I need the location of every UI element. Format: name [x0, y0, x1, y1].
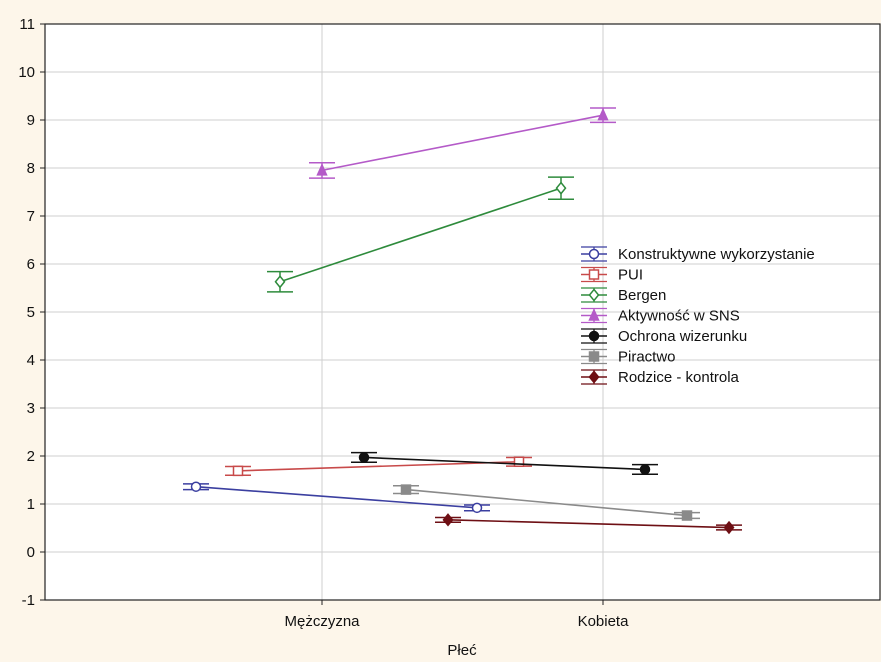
series-0	[183, 481, 490, 514]
y-tick-label: 3	[27, 400, 35, 417]
plot-frame	[44, 23, 881, 601]
data-point	[597, 107, 609, 121]
series-5	[393, 484, 700, 521]
series-line	[279, 187, 562, 283]
legend-label: Bergen	[618, 287, 666, 304]
series-line	[363, 456, 646, 471]
legend-label: PUI	[618, 267, 643, 284]
series-line	[321, 114, 604, 172]
legend-item: Ochrona wizerunku	[581, 328, 747, 345]
y-tick-label: 7	[27, 208, 35, 225]
legend-item: Konstruktywne wykorzystanie	[581, 246, 815, 263]
y-tick-label: 1	[27, 496, 35, 513]
data-point	[471, 502, 483, 514]
x-tick-label: Kobieta	[578, 613, 630, 630]
y-tick-label: 0	[27, 544, 35, 561]
data-point	[513, 456, 525, 468]
y-tick-label: 4	[27, 352, 35, 369]
x-axis-title: Płeć	[447, 642, 477, 659]
y-tick-labels: -1 0 1 2 3 4 5 6 7 8 9 10 11	[18, 16, 35, 609]
data-point	[400, 484, 412, 495]
series-3	[309, 107, 616, 179]
data-point	[723, 520, 735, 535]
data-point	[316, 163, 328, 176]
series-layer	[183, 107, 742, 535]
data-point	[358, 452, 370, 463]
y-tick-label: 6	[27, 256, 35, 273]
legend-item: Bergen	[581, 287, 666, 304]
y-tick-label: 8	[27, 160, 35, 177]
legend-marker	[588, 330, 600, 342]
legend-marker	[588, 248, 600, 260]
legend-label: Piractwo	[618, 349, 676, 366]
data-point	[639, 464, 651, 475]
y-tick-label: 2	[27, 448, 35, 465]
series-6	[435, 513, 742, 535]
series-1	[225, 456, 532, 477]
series-4	[351, 451, 658, 475]
series-line	[447, 519, 730, 529]
legend-item: PUI	[581, 267, 643, 284]
series-line	[237, 460, 520, 472]
series-line	[195, 485, 478, 509]
y-tick-label: 10	[18, 64, 35, 81]
legend-marker	[588, 370, 600, 384]
legend-marker	[588, 269, 600, 280]
series-line	[405, 488, 688, 517]
legend-marker	[588, 288, 600, 302]
legend-label: Rodzice - kontrola	[618, 369, 740, 386]
y-tick-label: 9	[27, 112, 35, 129]
data-point	[442, 513, 454, 527]
data-point	[681, 510, 693, 521]
legend: Konstruktywne wykorzystanie PUI Bergen Akty…	[581, 246, 815, 386]
legend-label: Aktywność w SNS	[618, 308, 740, 325]
data-point	[232, 465, 244, 477]
y-tick-label: 11	[19, 16, 35, 33]
series-2	[267, 176, 574, 293]
legend-marker	[588, 351, 600, 362]
legend-item: Piractwo	[581, 349, 676, 366]
data-point	[274, 275, 286, 289]
grid	[40, 23, 880, 605]
legend-item: Rodzice - kontrola	[581, 369, 740, 386]
data-point	[555, 181, 567, 195]
legend-label: Ochrona wizerunku	[618, 328, 747, 345]
x-tick-label: Mężczyzna	[284, 613, 360, 630]
y-tick-label: -1	[22, 592, 35, 609]
legend-marker	[588, 308, 600, 321]
legend-item: Aktywność w SNS	[581, 308, 740, 325]
y-tick-label: 5	[27, 304, 35, 321]
data-point	[190, 481, 202, 492]
legend-label: Konstruktywne wykorzystanie	[618, 246, 815, 263]
x-tick-labels: Mężczyzna Kobieta	[284, 613, 629, 630]
